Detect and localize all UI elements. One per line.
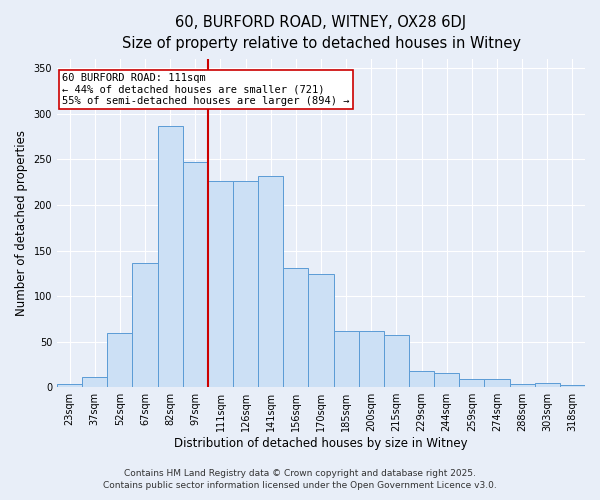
Bar (560, 386, 585, 387)
Y-axis label: Number of detached properties: Number of detached properties (15, 130, 28, 316)
Text: 60 BURFORD ROAD: 111sqm
← 44% of detached houses are smaller (721)
55% of semi-d: 60 BURFORD ROAD: 111sqm ← 44% of detache… (62, 73, 350, 106)
Bar (82, 377, 107, 387)
Bar (409, 371, 434, 387)
Bar (308, 274, 334, 387)
Bar (183, 162, 208, 387)
Bar (258, 176, 283, 387)
Bar (459, 379, 484, 387)
Bar (158, 126, 183, 387)
Bar (107, 334, 133, 387)
Bar (57, 384, 82, 387)
Title: 60, BURFORD ROAD, WITNEY, OX28 6DJ
Size of property relative to detached houses : 60, BURFORD ROAD, WITNEY, OX28 6DJ Size … (122, 15, 521, 51)
Bar (359, 330, 384, 387)
Bar (509, 384, 535, 387)
Bar (384, 336, 409, 387)
Bar (233, 181, 258, 387)
Bar (334, 330, 359, 387)
Bar (283, 268, 308, 387)
Text: Contains HM Land Registry data © Crown copyright and database right 2025.
Contai: Contains HM Land Registry data © Crown c… (103, 468, 497, 490)
X-axis label: Distribution of detached houses by size in Witney: Distribution of detached houses by size … (174, 437, 468, 450)
Bar (434, 372, 459, 387)
Bar (484, 379, 509, 387)
Bar (133, 264, 158, 387)
Bar (535, 382, 560, 387)
Bar (208, 181, 233, 387)
